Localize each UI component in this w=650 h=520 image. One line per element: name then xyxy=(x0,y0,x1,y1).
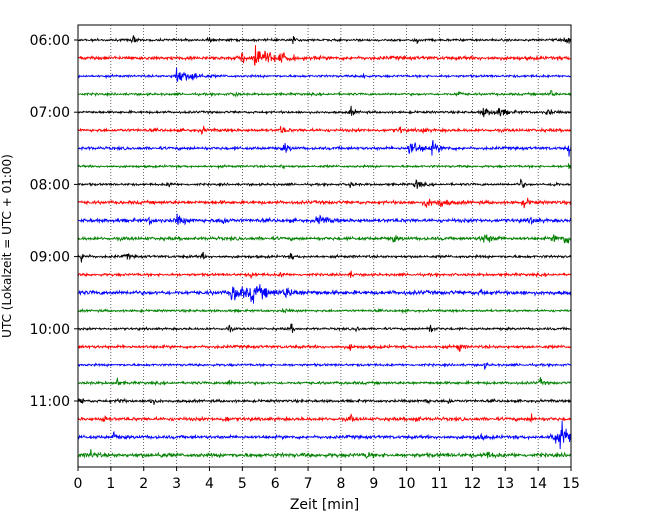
x-tick-label: 14 xyxy=(529,476,547,492)
x-axis-title: Zeit [min] xyxy=(290,497,359,513)
x-tick-label: 10 xyxy=(398,476,416,492)
trace-line xyxy=(77,284,572,304)
trace-line xyxy=(77,67,572,82)
trace-line xyxy=(77,449,572,459)
x-axis-ticks: 0 1 2 3 4 5 6 7 8 9 10 11 12 13 14 15 xyxy=(74,467,580,492)
trace-line xyxy=(77,420,572,450)
y-tick-label: 09:00 xyxy=(30,250,70,266)
x-tick-label: 8 xyxy=(336,476,345,492)
x-tick-label: 7 xyxy=(304,476,313,492)
x-tick-label: 15 xyxy=(562,476,580,492)
x-tick-label: 0 xyxy=(74,476,83,492)
seismogram-traces xyxy=(77,34,572,459)
y-tick-label: 08:00 xyxy=(30,177,70,193)
x-tick-label: 5 xyxy=(238,476,247,492)
plot-frame xyxy=(77,24,572,468)
trace-line xyxy=(77,197,572,209)
x-tick-label: 1 xyxy=(106,476,115,492)
trace-line xyxy=(77,362,572,370)
y-tick-label: 07:00 xyxy=(30,105,70,121)
trace-line xyxy=(77,413,572,423)
trace-line xyxy=(77,323,572,333)
trace-line xyxy=(77,45,572,66)
trace-line xyxy=(77,307,572,314)
trace-line xyxy=(77,343,572,353)
trace-line xyxy=(77,90,572,98)
y-tick-label: 10:00 xyxy=(30,322,70,338)
trace-line xyxy=(77,163,572,170)
x-tick-label: 6 xyxy=(271,476,280,492)
trace-line xyxy=(77,105,572,118)
y-tick-label: 11:00 xyxy=(30,394,70,410)
trace-line xyxy=(77,376,572,387)
x-tick-label: 13 xyxy=(496,476,514,492)
x-tick-label: 9 xyxy=(369,476,378,492)
trace-line xyxy=(77,34,572,45)
y-axis-title: UTC (Lokalzeit = UTC + 01:00) xyxy=(0,154,14,338)
trace-line xyxy=(77,234,572,244)
trace-line xyxy=(77,270,572,279)
trace-line xyxy=(77,178,572,189)
x-tick-label: 2 xyxy=(139,476,148,492)
x-tick-label: 4 xyxy=(205,476,214,492)
y-axis-ticks: 06:00 07:00 08:00 09:00 10:00 11:00 xyxy=(30,33,78,410)
trace-line xyxy=(77,213,572,226)
trace-line xyxy=(77,397,572,405)
trace-line xyxy=(77,125,572,135)
x-tick-label: 3 xyxy=(172,476,181,492)
y-tick-label: 06:00 xyxy=(30,33,70,49)
x-tick-label: 11 xyxy=(431,476,449,492)
trace-line xyxy=(77,140,572,157)
trace-line xyxy=(77,251,572,263)
x-tick-label: 12 xyxy=(463,476,481,492)
